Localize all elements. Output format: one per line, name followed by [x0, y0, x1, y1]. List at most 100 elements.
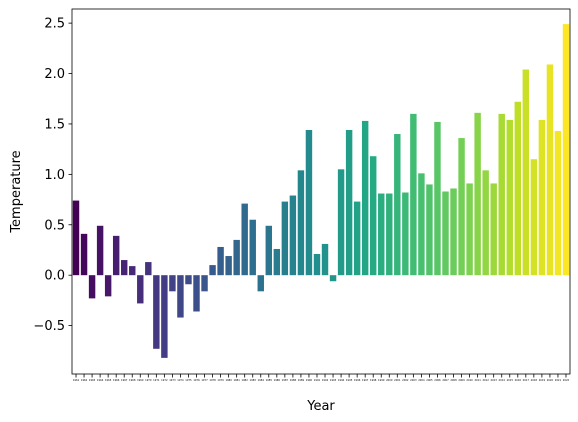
y-axis-label: Temperature: [9, 150, 24, 233]
bar-1973: [169, 275, 176, 292]
x-tick-label-1962: 1962: [81, 378, 88, 382]
x-tick-label-2021: 2021: [555, 378, 562, 382]
bar-1978: [209, 265, 216, 276]
bar-1964: [96, 225, 104, 276]
bar-1994: [337, 169, 345, 276]
bar-1968: [129, 266, 136, 276]
bar-1979: [217, 246, 224, 276]
bar-1971: [153, 275, 160, 349]
y-tick-label-6: 2.5: [44, 17, 65, 32]
bar-1988: [289, 195, 297, 276]
y-tick-label-1: 0.0: [44, 269, 65, 284]
x-tick-label-2003: 2003: [410, 378, 417, 382]
x-tick-label-2013: 2013: [491, 378, 498, 382]
x-tick-label-2007: 2007: [442, 378, 449, 382]
bar-1969: [137, 275, 144, 304]
x-tick-label-1985: 1985: [266, 378, 273, 382]
bar-1962: [80, 233, 88, 276]
y-axis-ticks: −0.5 0.0 0.5 1.0 1.5 2.0 2.5: [33, 17, 72, 334]
x-tick-label-2011: 2011: [474, 378, 481, 382]
bar-1985: [265, 225, 273, 276]
x-axis-label: Year: [306, 399, 335, 414]
bar-1967: [121, 260, 128, 276]
x-tick-label-1990: 1990: [306, 378, 313, 382]
bar-2004: [418, 173, 425, 276]
y-tick-label-4: 1.5: [44, 117, 65, 132]
x-tick-label-1967: 1967: [121, 378, 128, 382]
x-tick-label-1970: 1970: [145, 378, 152, 382]
x-tick-label-1982: 1982: [242, 378, 249, 382]
x-tick-label-1964: 1964: [97, 378, 104, 382]
bar-1992: [321, 243, 329, 276]
bar-2009: [458, 138, 465, 276]
bar-1989: [297, 170, 305, 276]
x-tick-label-1965: 1965: [105, 378, 112, 382]
bar-2018: [530, 159, 538, 276]
x-tick-label-2017: 2017: [523, 378, 530, 382]
x-tick-label-1973: 1973: [169, 378, 176, 382]
x-tick-label-1961: 1961: [73, 378, 80, 382]
bar-2007: [442, 191, 449, 276]
bar-1966: [112, 235, 120, 276]
bar-1976: [193, 275, 200, 312]
bar-1982: [241, 203, 248, 276]
x-tick-label-1991: 1991: [314, 378, 321, 382]
x-tick-label-1999: 1999: [378, 378, 385, 382]
x-tick-label-1984: 1984: [258, 378, 265, 382]
bar-2001: [394, 134, 401, 276]
bar-2006: [434, 121, 441, 276]
x-tick-label-1992: 1992: [322, 378, 329, 382]
x-tick-label-2014: 2014: [499, 378, 506, 382]
x-tick-label-1995: 1995: [346, 378, 353, 382]
bar-1970: [145, 262, 152, 276]
bar-1975: [185, 275, 192, 285]
x-tick-label-2022: 2022: [563, 378, 570, 382]
bar-1977: [201, 275, 208, 292]
x-tick-label-1993: 1993: [330, 378, 337, 382]
bar-2022: [562, 24, 570, 276]
x-tick-label-1974: 1974: [177, 378, 184, 382]
bar-2019: [538, 119, 546, 276]
bar-1996: [353, 201, 361, 276]
x-tick-label-1976: 1976: [193, 378, 200, 382]
y-tick-label-3: 1.0: [44, 168, 65, 183]
x-tick-label-2016: 2016: [515, 378, 522, 382]
x-tick-label-1986: 1986: [274, 378, 281, 382]
x-tick-label-2019: 2019: [539, 378, 546, 382]
x-tick-label-2012: 2012: [482, 378, 489, 382]
bar-1974: [177, 275, 184, 318]
bar-1965: [104, 275, 112, 297]
bar-2017: [522, 69, 530, 276]
x-tick-label-1987: 1987: [282, 378, 289, 382]
x-tick-label-1980: 1980: [225, 378, 232, 382]
x-tick-label-2004: 2004: [418, 378, 425, 382]
x-tick-label-2006: 2006: [434, 378, 441, 382]
x-tick-label-1996: 1996: [354, 378, 361, 382]
x-tick-label-1994: 1994: [338, 378, 345, 382]
x-tick-label-2015: 2015: [507, 378, 514, 382]
x-tick-label-1975: 1975: [185, 378, 192, 382]
x-tick-label-1988: 1988: [290, 378, 297, 382]
bar-2013: [490, 183, 497, 276]
x-tick-label-1977: 1977: [201, 378, 208, 382]
bar-1984: [257, 275, 264, 292]
x-tick-label-1966: 1966: [113, 378, 120, 382]
bar-1981: [233, 239, 240, 276]
x-tick-label-1997: 1997: [362, 378, 369, 382]
x-tick-label-1969: 1969: [137, 378, 144, 382]
x-tick-label-1983: 1983: [250, 378, 257, 382]
bar-1972: [161, 275, 168, 358]
x-tick-label-2018: 2018: [531, 378, 538, 382]
x-tick-label-2009: 2009: [458, 378, 465, 382]
bars-group: [72, 24, 570, 358]
x-tick-label-1963: 1963: [89, 378, 96, 382]
x-tick-label-2001: 2001: [394, 378, 401, 382]
y-tick-label-0: −0.5: [33, 319, 65, 334]
bar-1990: [305, 129, 313, 276]
x-tick-label-1981: 1981: [233, 378, 240, 382]
bar-2014: [498, 113, 505, 276]
bar-2012: [482, 170, 489, 276]
x-tick-label-2020: 2020: [547, 378, 554, 382]
bar-1991: [313, 254, 321, 276]
bar-2016: [514, 101, 522, 276]
